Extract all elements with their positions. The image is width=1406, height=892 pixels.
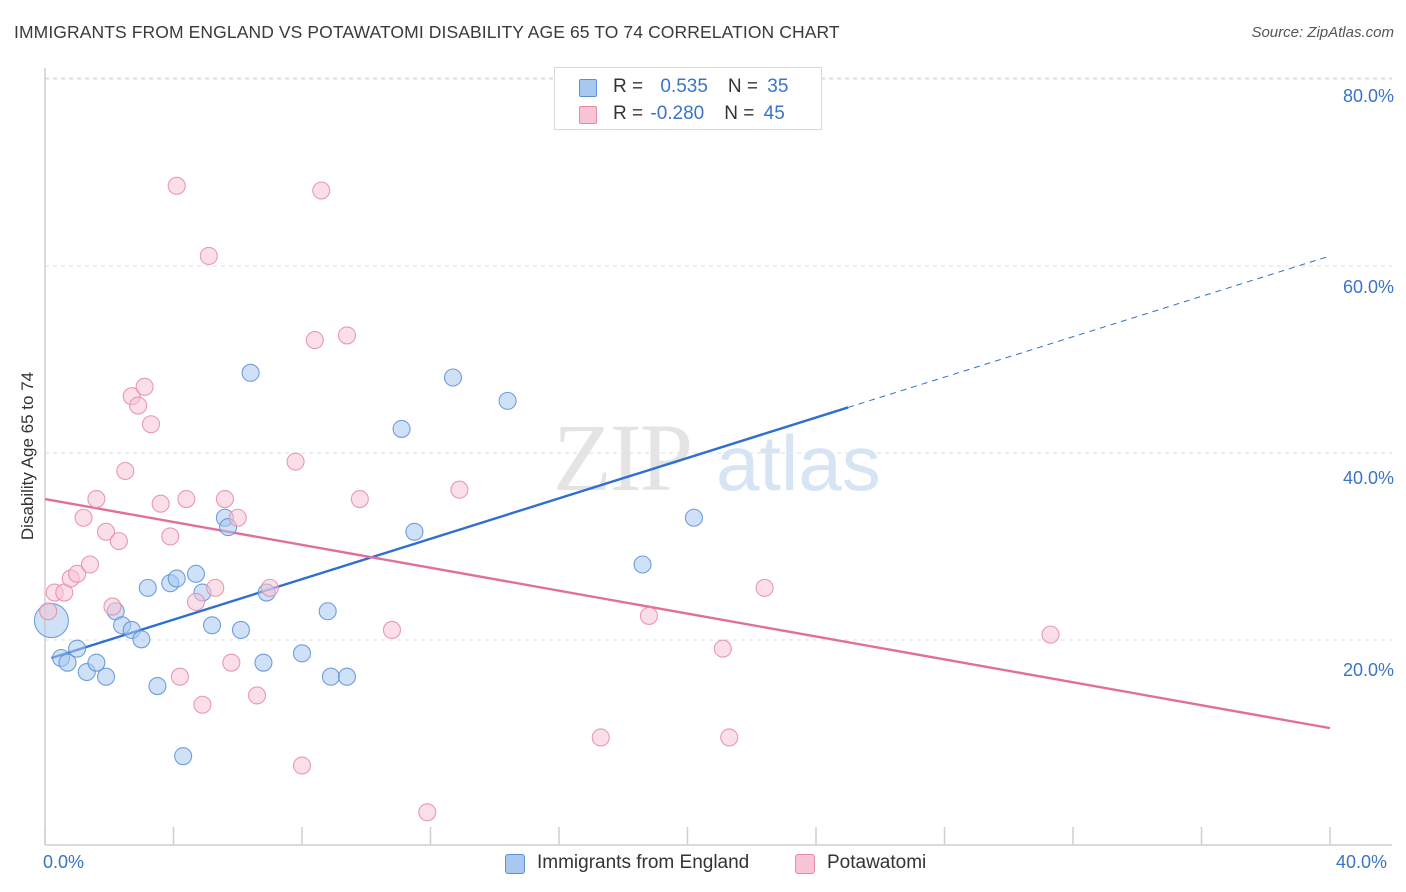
data-point [231,620,251,640]
data-point [170,667,189,686]
data-point [228,508,247,527]
data-point [109,532,128,551]
x-tick-label: 40.0% [1336,852,1388,872]
trend-line-solid [44,497,1331,730]
data-point [312,181,331,200]
data-point [755,578,774,597]
data-point [305,331,324,350]
data-point [321,667,340,686]
data-point [167,176,186,195]
data-point [392,419,411,438]
data-point [222,653,241,672]
n-value: 35 [767,76,789,97]
data-point [418,803,437,822]
legend-swatch-pink [795,854,815,874]
data-point [443,368,463,387]
data-point [713,639,732,658]
data-point [186,592,206,611]
data-point [241,363,260,382]
trend-line-solid [51,406,849,660]
data-point [292,644,312,663]
grid-lines [45,77,1392,641]
data-point [286,452,305,471]
data-point [74,508,93,527]
data-point [167,569,186,588]
data-point [148,676,167,696]
legend-label: Potawatomi [827,852,927,873]
data-point [116,461,135,481]
data-point [96,667,116,686]
legend-label: Immigrants from England [537,852,750,873]
watermark: ZIP atlas [553,404,881,511]
r-label: R = [613,103,649,124]
data-point [174,747,193,766]
data-point [151,494,170,513]
source-label: Source: ZipAtlas.com [1251,24,1394,41]
data-point [161,527,180,546]
data-point [405,522,424,541]
data-point [177,489,196,509]
data-point [80,555,100,574]
data-point [260,578,279,597]
legend-swatch-pink [579,106,597,124]
data-point [498,391,517,410]
stats-legend: R = 0.535 N = 35 R = -0.280 N = 45 [554,67,822,130]
data-point [58,653,77,672]
trend-lines [44,255,1331,730]
axes [44,68,1392,846]
data-point [633,555,652,574]
data-points [33,176,1060,822]
legend-swatch-blue [579,79,597,97]
n-value: 45 [763,103,785,124]
data-point [1041,625,1060,644]
trend-line-dashed [847,255,1331,408]
data-point [135,377,154,396]
data-point [720,728,739,747]
r-value: 0.535 [660,76,708,97]
n-label: N = [727,76,764,97]
y-tick-label: 20.0% [1342,660,1394,680]
data-point [96,522,116,541]
watermark-atlas: atlas [716,419,881,507]
data-point [203,616,222,635]
data-point [639,606,659,625]
data-point [39,602,58,621]
data-point [215,489,234,509]
x-tick-label: 0.0% [43,852,85,872]
data-point [337,667,357,686]
data-point [206,578,225,597]
data-point [450,480,469,499]
data-point [292,756,312,775]
data-point [68,639,87,658]
data-point [186,564,206,583]
chart-title: IMMIGRANTS FROM ENGLAND VS POTAWATOMI DI… [14,22,840,42]
data-point [87,653,106,672]
data-point [68,564,87,583]
data-point [138,578,157,597]
data-point [199,246,218,265]
y-tick-label: 80.0% [1342,86,1394,106]
data-point [247,686,267,705]
data-point [254,653,273,672]
r-value: -0.280 [650,103,705,124]
data-point [87,489,106,509]
data-point [193,695,212,714]
data-point [103,597,122,616]
y-axis-label: Disability Age 65 to 74 [18,371,37,541]
data-point [129,396,148,415]
legend-swatch-blue [505,854,525,874]
data-point [337,326,357,345]
data-point [684,508,703,527]
y-tick-label: 60.0% [1342,277,1394,297]
data-point [591,728,610,747]
n-label: N = [724,103,760,124]
r-label: R = [613,76,649,97]
data-point [382,620,402,640]
data-point [318,602,337,621]
data-point [141,415,161,434]
y-tick-label: 40.0% [1342,468,1394,488]
data-point [350,489,369,509]
data-point [132,630,151,649]
